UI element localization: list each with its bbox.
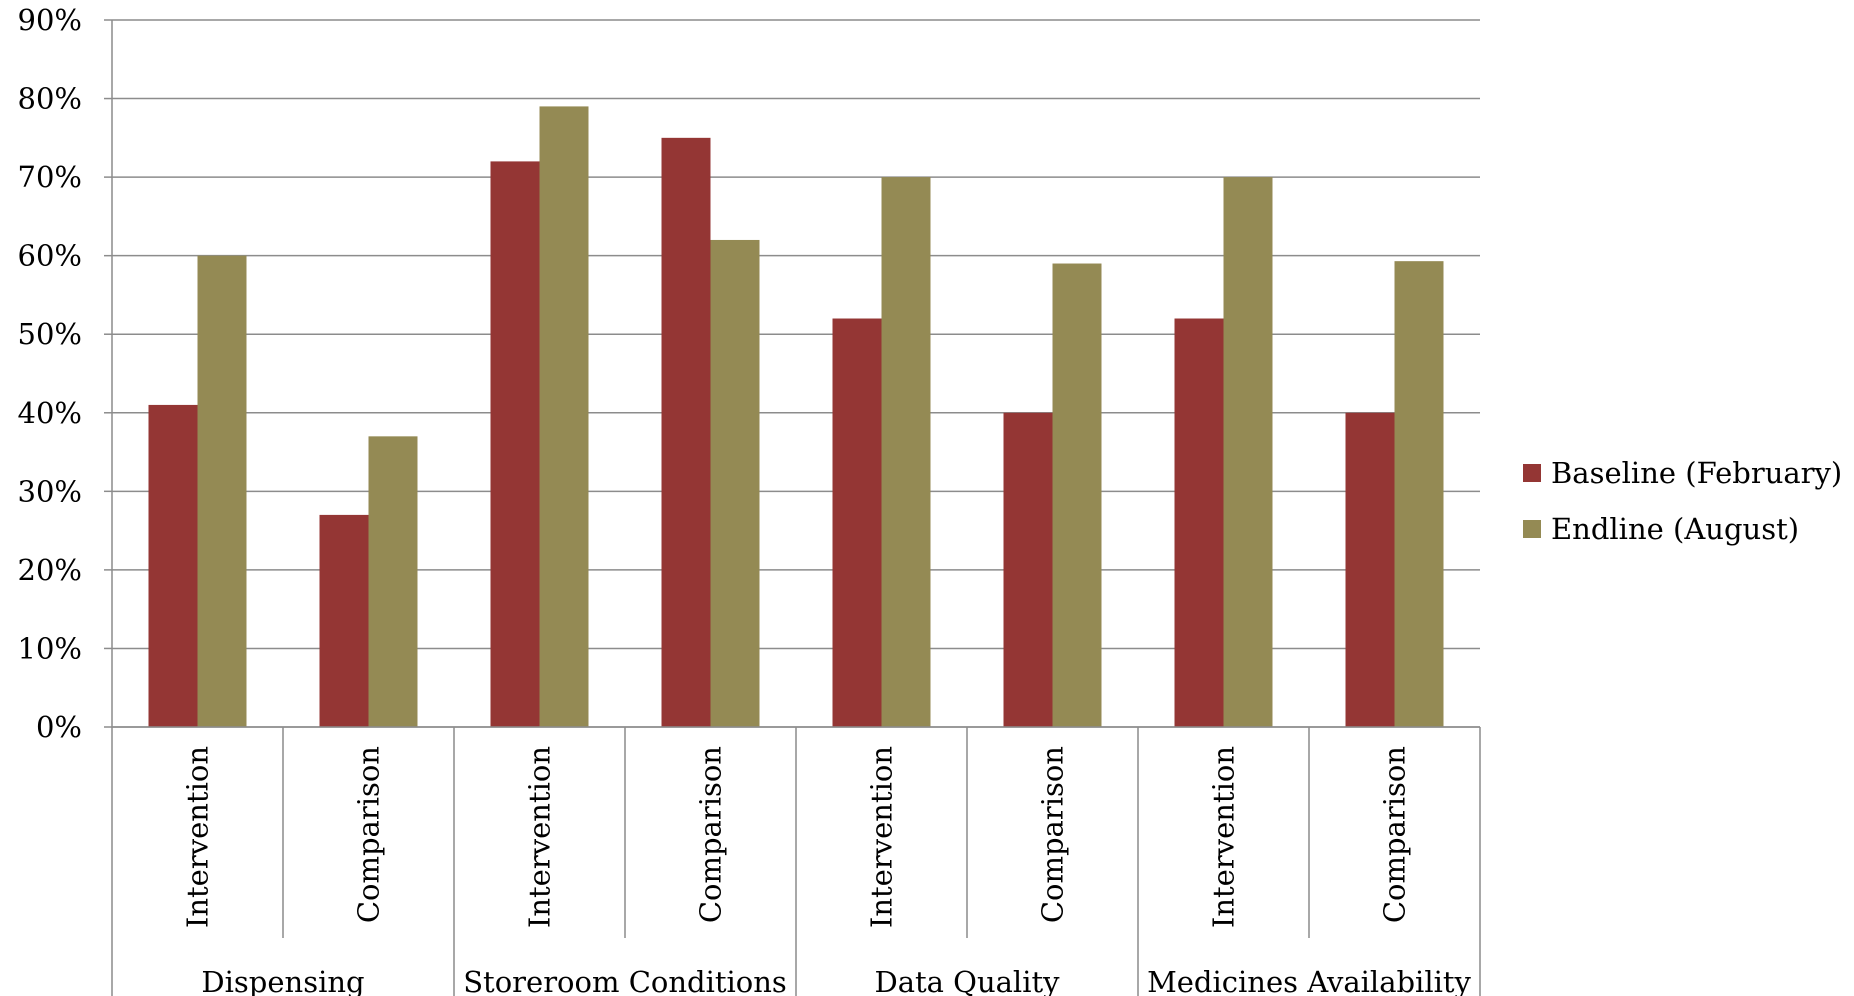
y-axis-tick-labels: 0% 10% 20% 30% 40% 50% 60% 70% 80% 90% <box>18 3 82 744</box>
group-label: Storeroom Conditions <box>463 965 787 996</box>
bar-endline <box>881 177 931 728</box>
bar-baseline <box>490 161 540 727</box>
bar-baseline <box>148 404 198 727</box>
y-tick-label: 10% <box>18 631 82 665</box>
y-tick-label: 70% <box>18 160 82 194</box>
x-axis-group-labels: Dispensing Storeroom Conditions Data Quali… <box>201 965 1471 996</box>
bar-endline <box>1394 261 1444 727</box>
bar-baseline <box>1345 412 1395 727</box>
y-tick-label: 30% <box>18 474 82 508</box>
bars <box>148 106 1444 728</box>
bar-endline <box>1223 177 1273 728</box>
x-tick-label: Intervention <box>865 746 899 928</box>
group-label: Medicines Availability <box>1147 965 1471 996</box>
bar-endline <box>1052 263 1102 727</box>
group-label: Dispensing <box>201 965 364 996</box>
bar-endline <box>368 436 418 727</box>
x-tick-label: Comparison <box>1036 746 1070 923</box>
bar-baseline <box>1174 318 1224 727</box>
x-axis-category-labels: Intervention Comparison Intervention Compar… <box>181 746 1412 928</box>
bar-endline <box>197 255 247 727</box>
legend: Baseline (February) Endline (August) <box>1523 456 1842 546</box>
y-tick-label: 20% <box>18 553 82 587</box>
y-tick-label: 40% <box>18 396 82 430</box>
bar-baseline <box>832 318 882 727</box>
grid-lines <box>112 19 1480 728</box>
axes <box>104 19 1481 996</box>
bar-baseline <box>661 137 711 728</box>
bar-baseline <box>319 514 369 727</box>
x-tick-label: Intervention <box>1207 746 1241 928</box>
y-tick-label: 50% <box>18 317 82 351</box>
x-tick-label: Intervention <box>523 746 557 928</box>
group-label: Data Quality <box>874 965 1060 996</box>
y-tick-label: 60% <box>18 239 82 273</box>
y-tick-label: 80% <box>18 82 82 116</box>
x-tick-label: Comparison <box>694 746 728 923</box>
y-tick-label: 90% <box>18 3 82 37</box>
legend-swatch <box>1523 520 1541 538</box>
legend-label: Endline (August) <box>1551 512 1799 546</box>
legend-swatch <box>1523 464 1541 482</box>
y-tick-label: 0% <box>36 710 82 744</box>
x-tick-label: Comparison <box>352 746 386 923</box>
x-tick-label: Intervention <box>181 746 215 928</box>
bar-endline <box>710 239 760 727</box>
x-tick-label: Comparison <box>1378 746 1412 923</box>
bar-baseline <box>1003 412 1053 727</box>
bar-endline <box>539 106 589 727</box>
legend-label: Baseline (February) <box>1551 456 1842 490</box>
